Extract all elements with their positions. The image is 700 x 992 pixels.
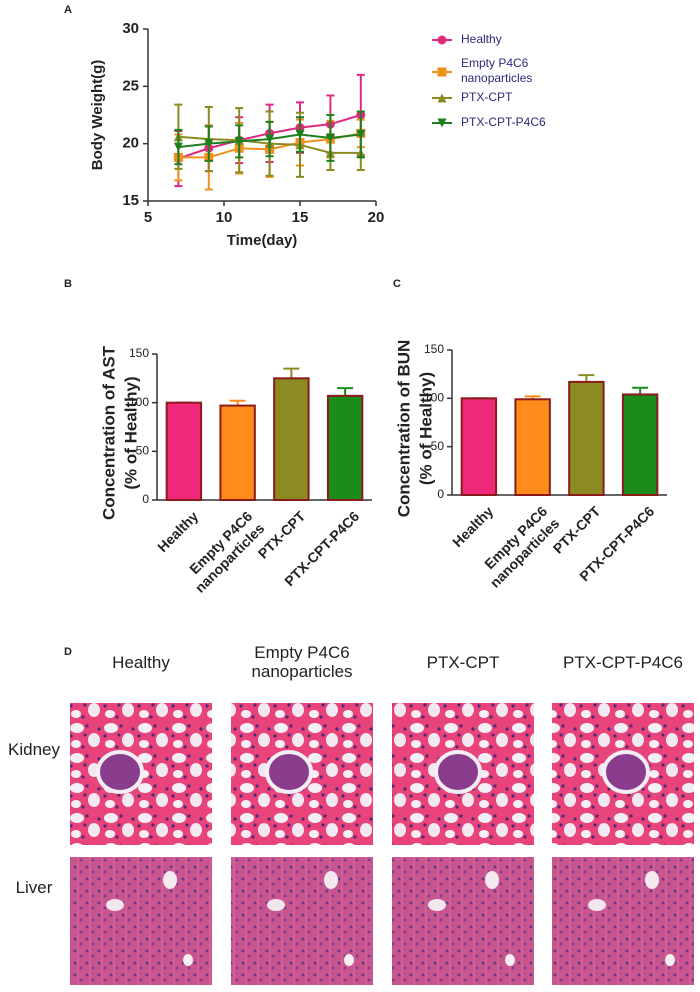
- column-header: PTX-CPT-P4C6: [563, 653, 683, 672]
- x-axis-label: Time(day): [227, 232, 298, 249]
- histology-feature: [645, 871, 659, 889]
- bar: [165, 401, 203, 501]
- y-tick-label: 0: [437, 487, 444, 501]
- y-axis-label: Body Weight(g): [89, 60, 106, 171]
- marker: [437, 118, 447, 128]
- histology-feature: [163, 871, 177, 889]
- y-tick-label: 100: [129, 395, 149, 409]
- row-label: Liver: [15, 878, 53, 897]
- column-header: PTX-CPT: [426, 653, 500, 672]
- y-tick-label: 100: [424, 391, 444, 405]
- y-tick-label: 0: [142, 492, 149, 506]
- histology-feature: [602, 750, 650, 794]
- bar: [621, 393, 659, 497]
- y-axis-label: Concentration of AST: [99, 345, 118, 520]
- panel-label: C: [393, 278, 401, 290]
- error-bar: [283, 367, 300, 379]
- panel-label: D: [64, 646, 72, 658]
- legend-label: PTX-CPT-P4C6: [461, 115, 546, 129]
- bar: [460, 397, 498, 497]
- bar: [326, 394, 364, 501]
- x-tick-label: 10: [216, 209, 233, 226]
- histology-feature: [96, 750, 144, 794]
- panel-label: A: [64, 4, 72, 16]
- y-tick-label: 150: [424, 342, 444, 356]
- legend-label: Empty P4C6 nanoparticles: [461, 56, 533, 85]
- y-tick-label: 20: [122, 135, 139, 152]
- marker: [295, 129, 305, 139]
- y-tick-label: 50: [136, 444, 150, 458]
- y-tick-label: 25: [122, 77, 139, 94]
- panel-label: B: [64, 278, 72, 290]
- histology-feature: [344, 954, 354, 966]
- row-label: Kidney: [8, 740, 60, 759]
- marker: [265, 134, 275, 144]
- x-tick-label: 20: [368, 209, 385, 226]
- marker: [356, 129, 366, 139]
- histology-feature: [267, 899, 285, 911]
- bar: [514, 398, 551, 496]
- histology-feature: [505, 954, 515, 966]
- marker: [204, 139, 214, 149]
- y-tick-label: 15: [122, 192, 139, 209]
- marker: [437, 35, 447, 45]
- y-axis-label: Concentration of BUN: [394, 340, 413, 518]
- histology-feature: [665, 954, 675, 966]
- x-tick-label: 15: [292, 209, 309, 226]
- marker: [437, 93, 447, 103]
- histology-feature: [183, 954, 193, 966]
- histology-feature: [485, 871, 499, 889]
- error-bar: [632, 386, 649, 395]
- histology-image: [70, 857, 212, 985]
- bar: [219, 404, 256, 501]
- histology-feature: [588, 899, 606, 911]
- error-bar: [337, 387, 354, 396]
- histology-feature: [428, 899, 446, 911]
- histology-image: [392, 857, 534, 985]
- error-bar: [578, 374, 595, 382]
- histology-feature: [106, 899, 124, 911]
- marker: [437, 67, 447, 77]
- y-tick-label: 150: [129, 346, 149, 360]
- marker: [173, 142, 183, 152]
- bar: [273, 377, 310, 502]
- y-tick-label: 30: [122, 20, 139, 37]
- y-tick-label: 50: [431, 439, 445, 453]
- bar: [568, 380, 605, 496]
- histology-image: [231, 857, 373, 985]
- histology-image: [552, 857, 694, 985]
- legend-label: PTX-CPT: [461, 90, 513, 104]
- column-header: Healthy: [112, 653, 170, 672]
- marker: [234, 136, 244, 146]
- y-axis-label: (% of Healthy): [416, 372, 435, 485]
- x-tick-label: 5: [144, 209, 152, 226]
- histology-feature: [265, 750, 313, 794]
- histology-feature: [434, 750, 482, 794]
- histology-feature: [324, 871, 338, 889]
- legend-label: Healthy: [461, 32, 502, 46]
- y-axis-label: (% of Healthy): [121, 376, 140, 489]
- column-header: Empty P4C6 nanoparticles: [251, 643, 353, 681]
- marker: [325, 133, 335, 143]
